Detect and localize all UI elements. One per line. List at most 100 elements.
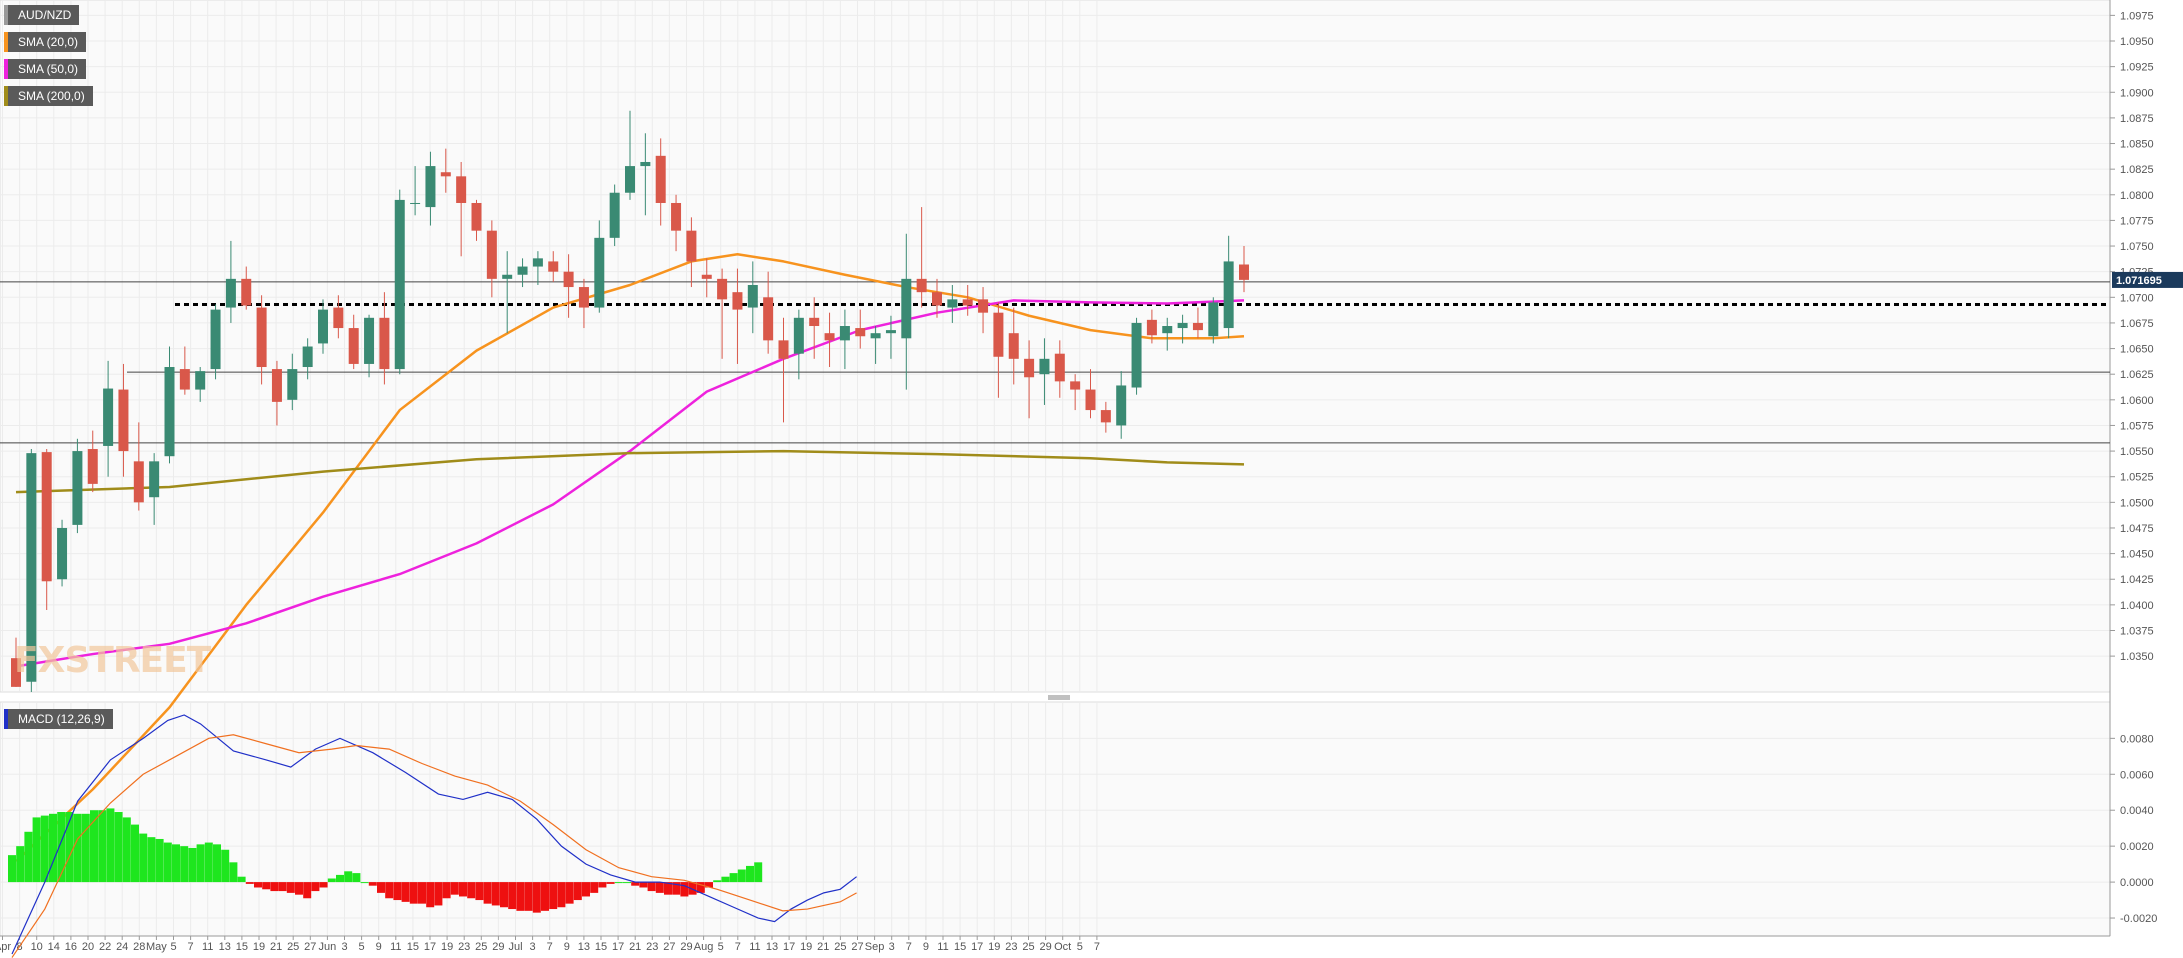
price-tag bbox=[2112, 271, 2183, 288]
macd-histogram-bar bbox=[188, 847, 197, 883]
x-tick-label: 19 bbox=[800, 941, 812, 953]
macd-histogram-bar bbox=[672, 882, 681, 895]
x-tick-label: 23 bbox=[458, 941, 470, 953]
macd-histogram-bar bbox=[475, 882, 484, 901]
macd-histogram-bar bbox=[147, 837, 156, 883]
y-tick-label: 1.0825 bbox=[2120, 164, 2154, 176]
x-tick-label: 25 bbox=[1022, 941, 1034, 953]
x-tick-label: 17 bbox=[783, 941, 795, 953]
y-tick-label: 1.0600 bbox=[2120, 395, 2154, 407]
candle-body bbox=[256, 307, 267, 368]
macd-histogram-bar bbox=[631, 882, 640, 886]
y-tick-label: 1.0775 bbox=[2120, 215, 2154, 227]
x-tick-label: 19 bbox=[253, 941, 265, 953]
x-tick-label: 25 bbox=[287, 941, 299, 953]
x-tick-label: 3 bbox=[530, 941, 536, 953]
panel-splitter bbox=[1048, 695, 1070, 700]
candle-body bbox=[210, 309, 221, 370]
candle-body bbox=[502, 274, 513, 279]
x-tick-label: 11 bbox=[202, 941, 213, 953]
macd-histogram-bar bbox=[213, 844, 221, 883]
x-tick-label: 27 bbox=[851, 941, 863, 953]
macd-histogram-bar bbox=[327, 878, 336, 883]
candle-body bbox=[225, 278, 236, 308]
x-tick-label: 9 bbox=[376, 941, 382, 953]
macd-histogram-bar bbox=[303, 882, 312, 899]
macd-histogram-bar bbox=[40, 815, 49, 883]
candle-body bbox=[364, 317, 375, 364]
candle-body bbox=[517, 266, 528, 275]
y-tick-label: 0.0000 bbox=[2120, 877, 2154, 889]
candle-body bbox=[425, 166, 436, 208]
x-tick-label: 15 bbox=[407, 941, 419, 953]
candle-body bbox=[149, 461, 160, 498]
candle-body bbox=[333, 307, 344, 329]
macd-histogram-bar bbox=[409, 882, 418, 904]
macd-histogram-bar bbox=[8, 855, 16, 883]
legend-sma50[interactable]: SMA (50,0) bbox=[4, 59, 87, 79]
macd-histogram-bar bbox=[57, 812, 66, 883]
candle-body bbox=[87, 449, 98, 484]
candle-body bbox=[164, 367, 175, 457]
candle-body bbox=[839, 326, 850, 341]
candle-body bbox=[440, 172, 451, 177]
x-tick-label: 7 bbox=[1094, 941, 1100, 953]
x-tick-label: 11 bbox=[937, 941, 948, 953]
x-tick-label: 22 bbox=[99, 941, 111, 953]
macd-histogram-bar bbox=[319, 882, 328, 888]
candle-body bbox=[717, 278, 728, 300]
macd-histogram-bar bbox=[696, 882, 705, 893]
macd-histogram-bar bbox=[254, 882, 262, 888]
macd-histogram-bar bbox=[565, 882, 574, 904]
y-tick-label: 0.0020 bbox=[2120, 841, 2154, 853]
macd-histogram-bar bbox=[401, 882, 410, 902]
legend-macd[interactable]: MACD (12,26,9) bbox=[4, 709, 113, 729]
macd-histogram-bar bbox=[655, 882, 664, 893]
candle-body bbox=[1162, 326, 1173, 334]
candle-body bbox=[1070, 381, 1081, 390]
x-tick-label: Jun bbox=[319, 941, 337, 953]
macd-histogram-bar bbox=[639, 882, 648, 888]
macd-histogram-bar bbox=[172, 844, 180, 883]
candle-body bbox=[824, 333, 835, 341]
legend-pair[interactable]: AUD/NZD bbox=[4, 5, 80, 25]
macd-histogram-bar bbox=[418, 882, 426, 904]
macd-histogram-bar bbox=[729, 873, 738, 883]
macd-histogram-bar bbox=[746, 865, 754, 883]
macd-histogram-bar bbox=[336, 874, 344, 883]
x-tick-label: 7 bbox=[906, 941, 912, 953]
candle-body bbox=[671, 202, 682, 231]
legend-sma200[interactable]: SMA (200,0) bbox=[4, 86, 93, 106]
macd-panel bbox=[0, 701, 2111, 937]
macd-histogram-bar bbox=[393, 882, 402, 901]
candle-body bbox=[410, 202, 421, 204]
candle-body bbox=[809, 317, 820, 327]
candle-body bbox=[763, 297, 774, 341]
x-tick-label: 13 bbox=[766, 941, 778, 953]
candle-body bbox=[1024, 358, 1035, 378]
candle-body bbox=[640, 161, 651, 167]
macd-histogram-bar bbox=[598, 882, 607, 888]
macd-histogram-bar bbox=[491, 882, 500, 906]
candle-body bbox=[302, 346, 313, 368]
macd-histogram-bar bbox=[295, 882, 303, 895]
macd-histogram-bar bbox=[582, 882, 590, 897]
macd-histogram-bar bbox=[81, 813, 90, 883]
legend-sma20[interactable]: SMA (20,0) bbox=[4, 32, 87, 52]
candle-body bbox=[11, 658, 21, 687]
macd-histogram-bar bbox=[647, 882, 656, 892]
y-tick-label: 1.0500 bbox=[2120, 497, 2154, 509]
x-tick-label: 23 bbox=[646, 941, 658, 953]
x-tick-label: 29 bbox=[1039, 941, 1051, 953]
macd-histogram-bar bbox=[377, 882, 385, 893]
macd-histogram-bar bbox=[221, 849, 230, 883]
candle-body bbox=[26, 453, 37, 682]
candle-body bbox=[179, 369, 190, 390]
candle-body bbox=[241, 278, 252, 306]
macd-histogram-bar bbox=[532, 882, 541, 913]
macd-histogram-bar bbox=[442, 882, 451, 899]
x-tick-label: 17 bbox=[971, 941, 983, 953]
y-tick-label: 1.0625 bbox=[2120, 369, 2154, 381]
macd-histogram-bar bbox=[754, 862, 763, 883]
